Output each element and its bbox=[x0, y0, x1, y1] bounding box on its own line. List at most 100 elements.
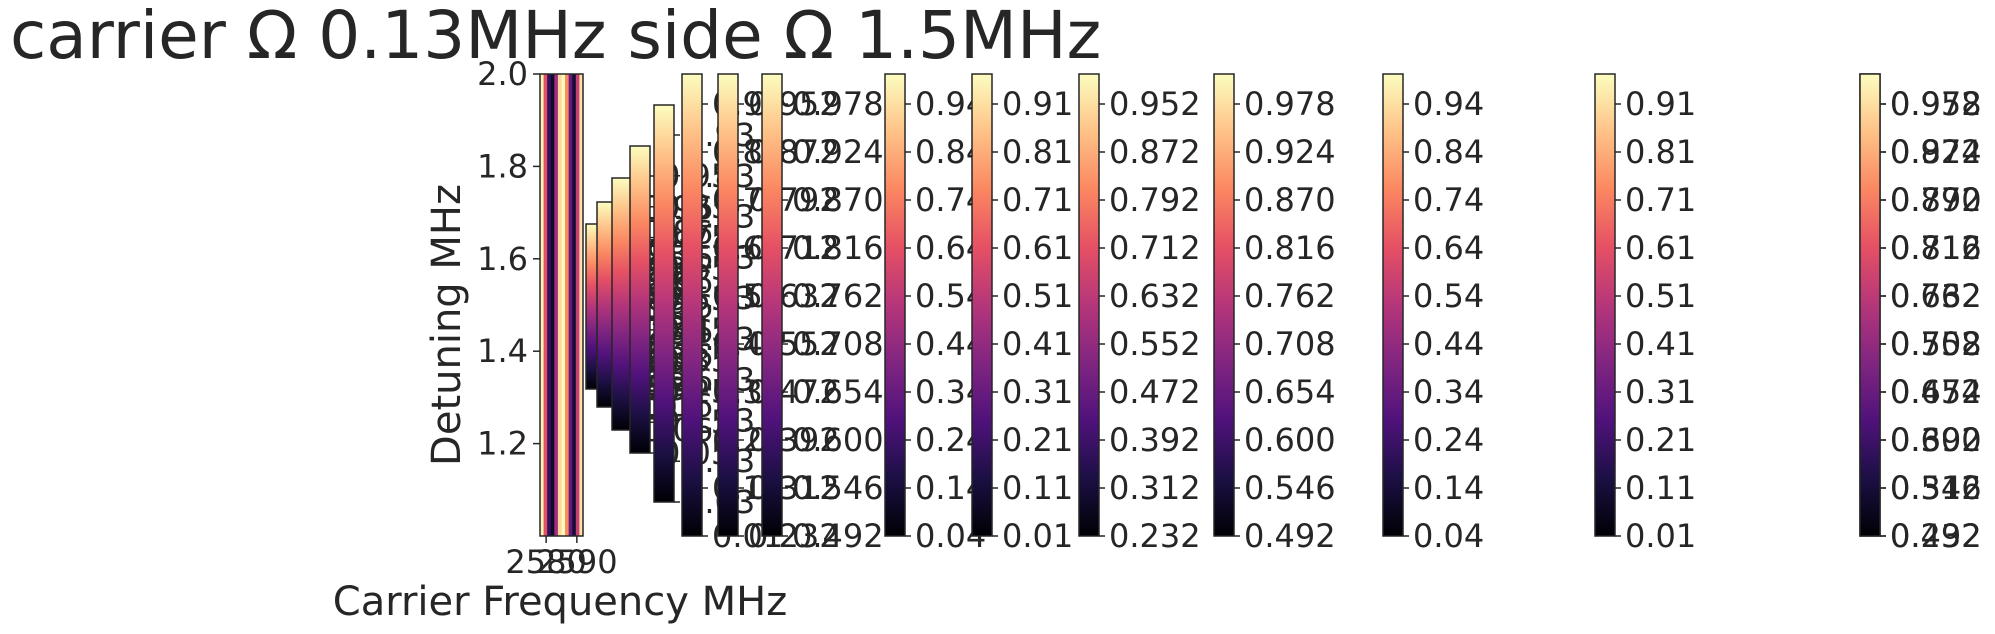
colorbar-tick-label: 0.392 bbox=[1890, 421, 1982, 459]
colorbar-tick-label: 0.870 bbox=[1244, 181, 1336, 219]
colorbar-tick-label: 0.472 bbox=[1890, 373, 1982, 411]
colorbar-tick-label: 0.71 bbox=[1002, 181, 1073, 219]
colorbar: 0.978 0.924 0.870 0.816 0.762 0.708 0.654 0.600… bbox=[1213, 73, 1336, 555]
colorbar-tick-label: 0.14 bbox=[1413, 469, 1484, 507]
x-tick-label: 2580 bbox=[505, 543, 586, 581]
colorbar-tick-label: 0.94 bbox=[1413, 85, 1484, 123]
colorbar-tick-label: 0.01 bbox=[1625, 517, 1696, 555]
x-axis-label: Carrier Frequency MHz bbox=[333, 579, 787, 625]
colorbar-tick-label: 0.870 bbox=[792, 181, 884, 219]
colorbar-tick-label: 0.600 bbox=[1244, 421, 1336, 459]
colorbar-tick-label: 0.924 bbox=[1244, 133, 1336, 171]
colorbar-bar bbox=[1859, 73, 1881, 537]
colorbar-tick-label: 0.84 bbox=[1413, 133, 1484, 171]
colorbar: 0.978 0.924 0.870 0.816 0.762 0.708 0.654 0.600… bbox=[761, 73, 884, 555]
colorbar-tick-label: 0.978 bbox=[1244, 85, 1336, 123]
colorbar-tick-label: 0.654 bbox=[792, 373, 884, 411]
colorbar-tick-label: 0.91 bbox=[1625, 85, 1696, 123]
y-tick-label: 1.2 bbox=[477, 425, 528, 463]
heatmap-column bbox=[579, 74, 584, 536]
colorbar-tick-label: 0.552 bbox=[1109, 325, 1201, 363]
colorbar-tick-label: 0.312 bbox=[1109, 469, 1201, 507]
colorbar-tick-label: 0.01 bbox=[1002, 517, 1073, 555]
colorbar-tick-label: 0.61 bbox=[1002, 229, 1073, 267]
colorbar-tick-label: 0.924 bbox=[1890, 133, 1982, 171]
colorbar-tick-label: 0.872 bbox=[1890, 133, 1982, 171]
colorbar-bar bbox=[1078, 73, 1100, 537]
colorbar-tick-label: 0.21 bbox=[1625, 421, 1696, 459]
colorbar-tick-label: 0.870 bbox=[1890, 181, 1982, 219]
heatmap-column bbox=[540, 74, 545, 536]
colorbar-tick-label: 0.64 bbox=[1413, 229, 1484, 267]
colorbar-tick-label: 0.792 bbox=[1890, 181, 1982, 219]
colorbar-bar bbox=[653, 104, 675, 503]
colorbar-bar bbox=[971, 73, 993, 537]
colorbar-tick-label: 0.492 bbox=[1244, 517, 1336, 555]
colorbar-bar bbox=[611, 177, 633, 431]
heatmap-column bbox=[572, 74, 577, 536]
colorbar-tick-label: 0.546 bbox=[1890, 469, 1982, 507]
colorbar-tick-label: 0.708 bbox=[792, 325, 884, 363]
colorbar-tick-label: 0.816 bbox=[792, 229, 884, 267]
colorbar: 0.940.840.740.640.540.440.340.240.140.04 bbox=[884, 73, 986, 555]
colorbar-tick-label: 0.34 bbox=[1413, 373, 1484, 411]
colorbar-tick-label: 0.978 bbox=[1890, 85, 1982, 123]
colorbar-tick-label: 0.708 bbox=[1244, 325, 1336, 363]
colorbar-bar bbox=[1213, 73, 1235, 537]
colorbar-bar bbox=[884, 73, 906, 537]
colorbar-bar bbox=[1594, 73, 1616, 537]
colorbar-tick-label: 0.924 bbox=[792, 133, 884, 171]
y-tick-label: 2.0 bbox=[477, 55, 528, 93]
colorbar-tick-label: 0.472 bbox=[1109, 373, 1201, 411]
heatmap-column bbox=[554, 74, 559, 536]
colorbar-bar bbox=[681, 73, 703, 537]
colorbar-tick-label: 0.952 bbox=[1109, 85, 1201, 123]
colorbar-tick-label: 0.978 bbox=[792, 85, 884, 123]
heatmap-column bbox=[561, 74, 566, 536]
colorbar-tick-label: 0.712 bbox=[1109, 229, 1201, 267]
colorbar-tick-label: 0.232 bbox=[1109, 517, 1201, 555]
colorbar-tick-label: 0.51 bbox=[1625, 277, 1696, 315]
colorbar-tick-label: 0.600 bbox=[792, 421, 884, 459]
colorbar-tick-label: 0.41 bbox=[1002, 325, 1073, 363]
colorbar-tick-label: 0.51 bbox=[1002, 277, 1073, 315]
y-axis-label: Detuning MHz bbox=[424, 184, 470, 466]
colorbar-tick-label: 0.762 bbox=[1244, 277, 1336, 315]
colorbar-tick-label: 0.632 bbox=[1109, 277, 1201, 315]
colorbar-tick-label: 0.91 bbox=[1002, 85, 1073, 123]
heatmap-column bbox=[575, 74, 581, 536]
colorbar-tick-label: 0.81 bbox=[1002, 133, 1073, 171]
chart-title: carrier Ω 0.13MHz side Ω 1.5MHz bbox=[10, 0, 1101, 74]
colorbar-bar bbox=[717, 73, 739, 537]
colorbar-tick-label: 0.74 bbox=[1413, 181, 1484, 219]
colorbar-tick-label: 0.546 bbox=[1244, 469, 1336, 507]
colorbar-tick-label: 0.546 bbox=[792, 469, 884, 507]
colorbar-tick-label: 0.31 bbox=[1002, 373, 1073, 411]
colorbar-tick-label: 0.44 bbox=[1413, 325, 1484, 363]
colorbar-bar bbox=[629, 145, 651, 454]
colorbar: 0.952 0.872 0.792 0.712 0.632 0.552 0.472 0.392… bbox=[1078, 73, 1201, 555]
colorbar-stack: 0.980.930.880.830.780.730.680.630.580.53… bbox=[585, 73, 1982, 555]
colorbar: 0.940.840.740.640.540.440.340.240.140.04 bbox=[1382, 73, 1484, 555]
colorbar-tick-label: 0.392 bbox=[1109, 421, 1201, 459]
x-tick-label: 2590 bbox=[536, 543, 617, 581]
colorbar-tick-label: 0.712 bbox=[1890, 229, 1982, 267]
heatmap-frame bbox=[539, 73, 584, 537]
colorbar-tick-label: 0.492 bbox=[1890, 517, 1982, 555]
y-tick-label: 1.6 bbox=[477, 240, 528, 278]
heatmap-column bbox=[568, 74, 573, 536]
colorbar-tick-label: 0.952 bbox=[1890, 85, 1982, 123]
colorbar-tick-label: 0.654 bbox=[1244, 373, 1336, 411]
colorbar-tick-label: 0.872 bbox=[1109, 133, 1201, 171]
colorbar-tick-label: 0.24 bbox=[1413, 421, 1484, 459]
colorbar-tick-label: 0.41 bbox=[1625, 325, 1696, 363]
colorbar: 0.978 0.924 0.870 0.816 0.762 0.708 0.654 0.600… bbox=[1859, 73, 1982, 555]
colorbar-tick-label: 0.600 bbox=[1890, 421, 1982, 459]
y-tick-label: 1.8 bbox=[477, 147, 528, 185]
colorbar-tick-label: 0.552 bbox=[1890, 325, 1982, 363]
colorbar-bar bbox=[1382, 73, 1404, 537]
heatmap-column bbox=[550, 74, 555, 536]
colorbar-tick-label: 0.61 bbox=[1625, 229, 1696, 267]
